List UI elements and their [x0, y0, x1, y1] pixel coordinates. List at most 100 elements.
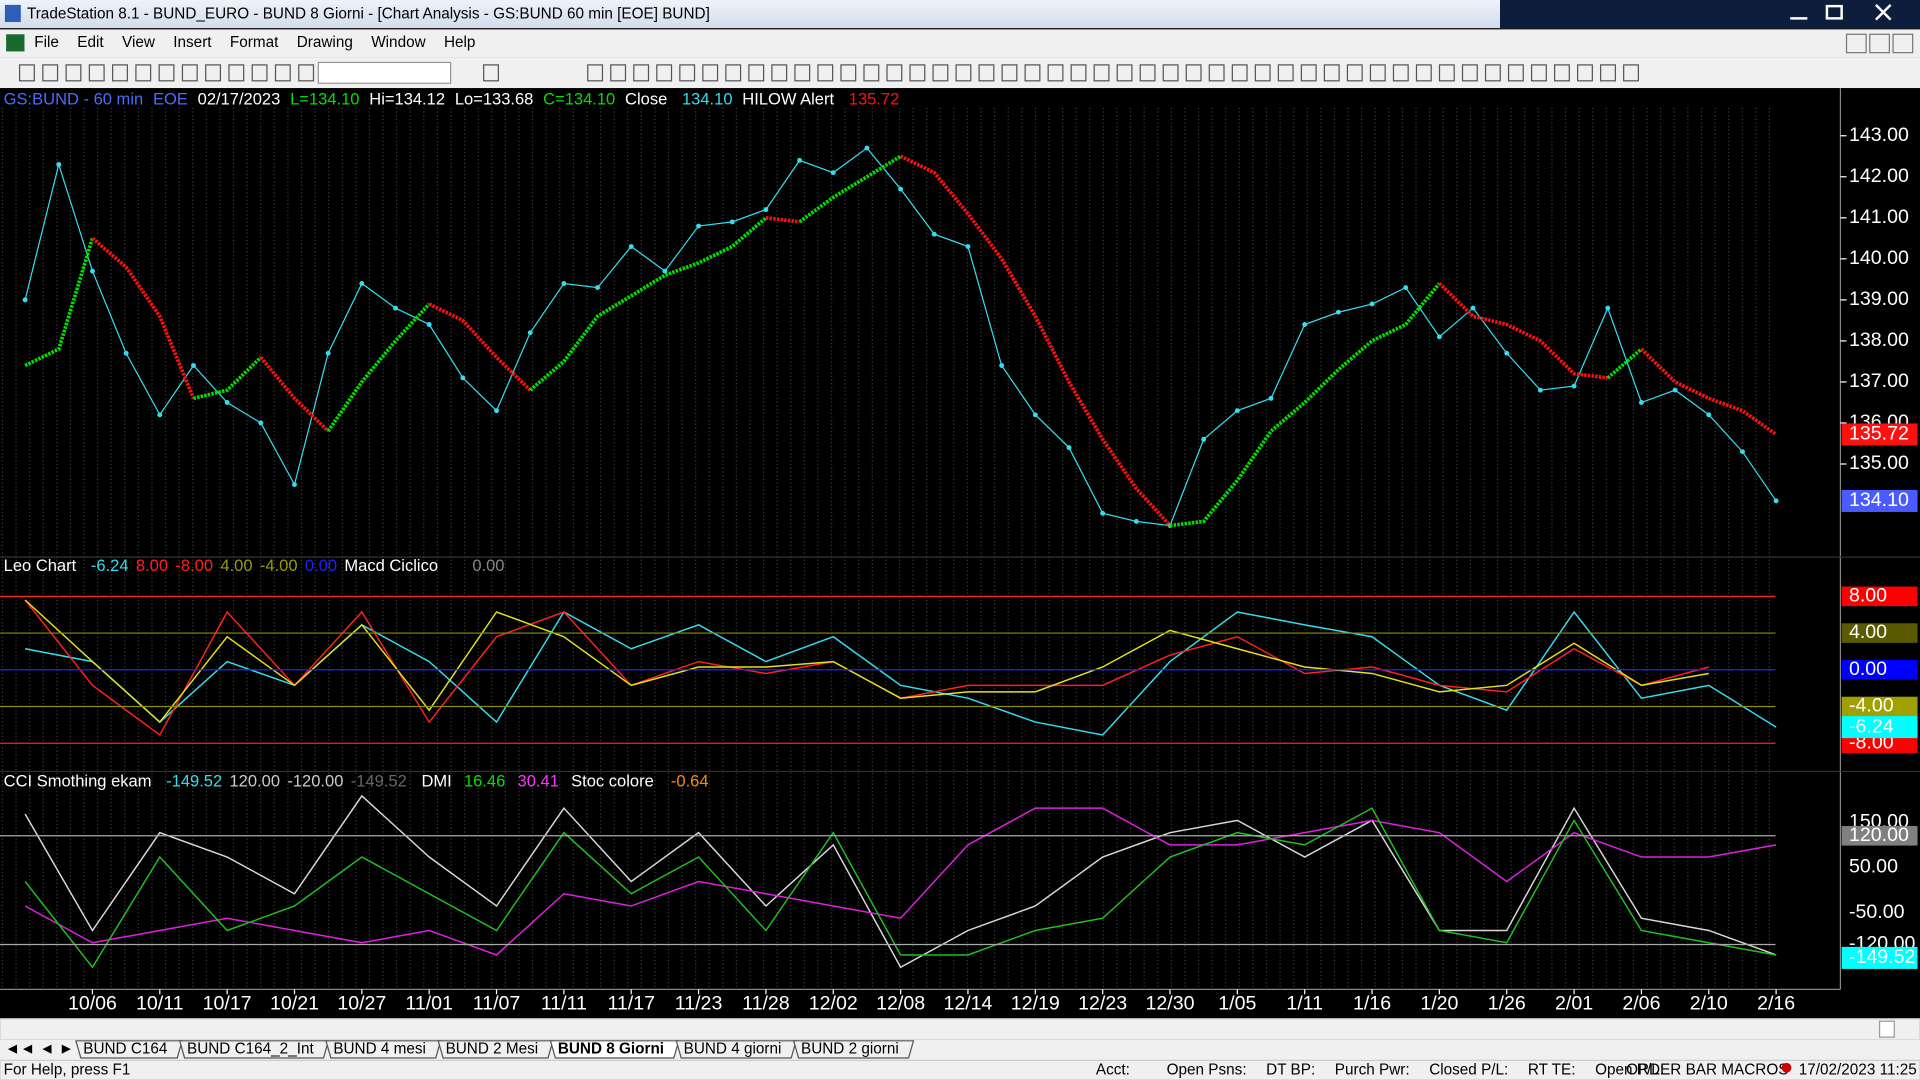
tab[interactable]: BUND C164	[75, 1040, 183, 1059]
toolbar-icon[interactable]	[748, 64, 765, 82]
toolbar-icon[interactable]	[610, 64, 627, 82]
toolbar-icon[interactable]	[932, 64, 949, 82]
toolbar-icon[interactable]	[1623, 64, 1639, 82]
toolbar-icon[interactable]	[1185, 64, 1202, 82]
toolbar-icon[interactable]	[181, 64, 198, 82]
menu-item[interactable]: Insert	[173, 34, 212, 51]
close-dot	[696, 223, 702, 229]
toolbar-icon[interactable]	[794, 64, 811, 82]
toolbar-icon[interactable]	[1116, 64, 1133, 82]
toolbar-icon[interactable]	[1392, 64, 1409, 82]
toolbar-icon[interactable]	[587, 64, 604, 82]
toolbar-icon[interactable]	[1577, 64, 1593, 82]
toolbar-icon[interactable]	[1323, 64, 1340, 82]
toolbar-icon[interactable]	[978, 64, 995, 82]
toolbar-icon[interactable]	[298, 64, 315, 82]
toolbar-icon[interactable]	[483, 64, 499, 82]
scrollbar[interactable]	[0, 1018, 1920, 1041]
x-tick-label: 12/23	[1078, 992, 1127, 1014]
header-item: GS:BUND - 60 min	[4, 90, 144, 109]
toolbar-icon[interactable]	[251, 64, 268, 82]
toolbar-icon[interactable]	[633, 64, 650, 82]
toolbar-icon[interactable]	[1553, 64, 1570, 82]
app-icon	[4, 4, 21, 23]
toolbar-icon[interactable]	[88, 64, 105, 82]
toolbar-icon[interactable]	[112, 64, 128, 82]
close-dot	[729, 219, 735, 225]
x-tick-label: 10/27	[337, 992, 386, 1014]
toolbar-icon[interactable]	[1461, 64, 1478, 82]
tab[interactable]: BUND 8 Giorni	[549, 1040, 680, 1059]
close-dot	[90, 268, 95, 274]
toolbar-icon[interactable]	[1208, 64, 1225, 82]
header-item: -149.52	[166, 772, 222, 791]
toolbar-icon[interactable]	[840, 64, 857, 82]
window-title: TradeStation 8.1 - BUND_EURO - BUND 8 Gi…	[27, 6, 710, 23]
toolbar-icon[interactable]	[65, 64, 82, 82]
toolbar-icon[interactable]	[1093, 64, 1110, 82]
toolbar-icon[interactable]	[863, 64, 880, 82]
mdi-buttons[interactable]	[1845, 33, 1914, 54]
header-item: 4.00	[220, 556, 252, 575]
tab[interactable]: BUND 2 Mesi	[437, 1040, 554, 1059]
menu-item[interactable]: Drawing	[297, 34, 353, 51]
scroll-thumb[interactable]	[1878, 1020, 1895, 1038]
window-buttons[interactable]	[1790, 4, 1892, 21]
toolbar-icon[interactable]	[18, 64, 35, 82]
toolbar-icon[interactable]	[1231, 64, 1248, 82]
toolbar-icon[interactable]	[1001, 64, 1018, 82]
menu-item[interactable]: Edit	[77, 34, 104, 51]
pane-header: GS:BUND - 60 min EOE 02/17/2023 L=134.10 Hi=…	[4, 90, 900, 109]
symbol-combo[interactable]	[317, 61, 452, 84]
toolbar-icon[interactable]	[702, 64, 719, 82]
toolbar-icon[interactable]	[679, 64, 696, 82]
toolbar-icon[interactable]	[817, 64, 834, 82]
toolbar-icon[interactable]	[1438, 64, 1455, 82]
toolbar-icon[interactable]	[725, 64, 742, 82]
tick-label-bg	[1841, 696, 1918, 717]
toolbar-icon[interactable]	[158, 64, 175, 82]
close-dot	[797, 157, 803, 163]
toolbar-icon[interactable]	[205, 64, 222, 82]
tab[interactable]: BUND 4 giorni	[675, 1040, 797, 1059]
status-macros[interactable]: ORDER BAR MACROS	[1626, 1061, 1788, 1078]
toolbar-icon[interactable]	[909, 64, 926, 82]
tab-label: BUND 4 giorni	[684, 1040, 782, 1057]
toolbar-icon[interactable]	[1047, 64, 1064, 82]
toolbar-icon[interactable]	[228, 64, 245, 82]
toolbar-icon[interactable]	[42, 64, 59, 82]
toolbar-icon[interactable]	[1277, 64, 1294, 82]
menu-item[interactable]: Help	[444, 34, 475, 51]
close-dot	[1571, 383, 1577, 389]
header-item: 134.10	[682, 90, 733, 109]
toolbar-icon[interactable]	[955, 64, 972, 82]
menu-item[interactable]: Window	[371, 34, 426, 51]
tab[interactable]: BUND 4 mesi	[325, 1040, 442, 1059]
toolbar-icon[interactable]	[1484, 64, 1501, 82]
toolbar-icon[interactable]	[1300, 64, 1317, 82]
toolbar-icon[interactable]	[1346, 64, 1363, 82]
toolbar-icon[interactable]	[135, 64, 152, 82]
toolbar-icon[interactable]	[1024, 64, 1041, 82]
tab-label: BUND 8 Giorni	[558, 1040, 664, 1057]
toolbar-icon[interactable]	[1139, 64, 1156, 82]
toolbar-icon[interactable]	[1600, 64, 1616, 82]
menu-item[interactable]: Format	[230, 34, 279, 51]
toolbar-icon[interactable]	[1369, 64, 1386, 82]
toolbar-icon[interactable]	[771, 64, 788, 82]
toolbar-icon[interactable]	[1254, 64, 1271, 82]
toolbar-icon[interactable]	[1415, 64, 1432, 82]
toolbar-icon[interactable]	[886, 64, 903, 82]
toolbar-icon[interactable]	[656, 64, 673, 82]
menu-item[interactable]: View	[122, 34, 156, 51]
toolbar-icon[interactable]	[1162, 64, 1179, 82]
toolbar-icon[interactable]	[1530, 64, 1547, 82]
last-value-box	[1841, 716, 1918, 739]
toolbar-icon[interactable]	[274, 64, 291, 82]
tab[interactable]: BUND C164_2_Int	[178, 1040, 330, 1059]
close-dot	[1201, 436, 1207, 442]
toolbar-icon[interactable]	[1507, 64, 1524, 82]
tab[interactable]: BUND 2 giorni	[792, 1040, 915, 1059]
toolbar-icon[interactable]	[1070, 64, 1087, 82]
menu-item[interactable]: File	[34, 34, 59, 51]
